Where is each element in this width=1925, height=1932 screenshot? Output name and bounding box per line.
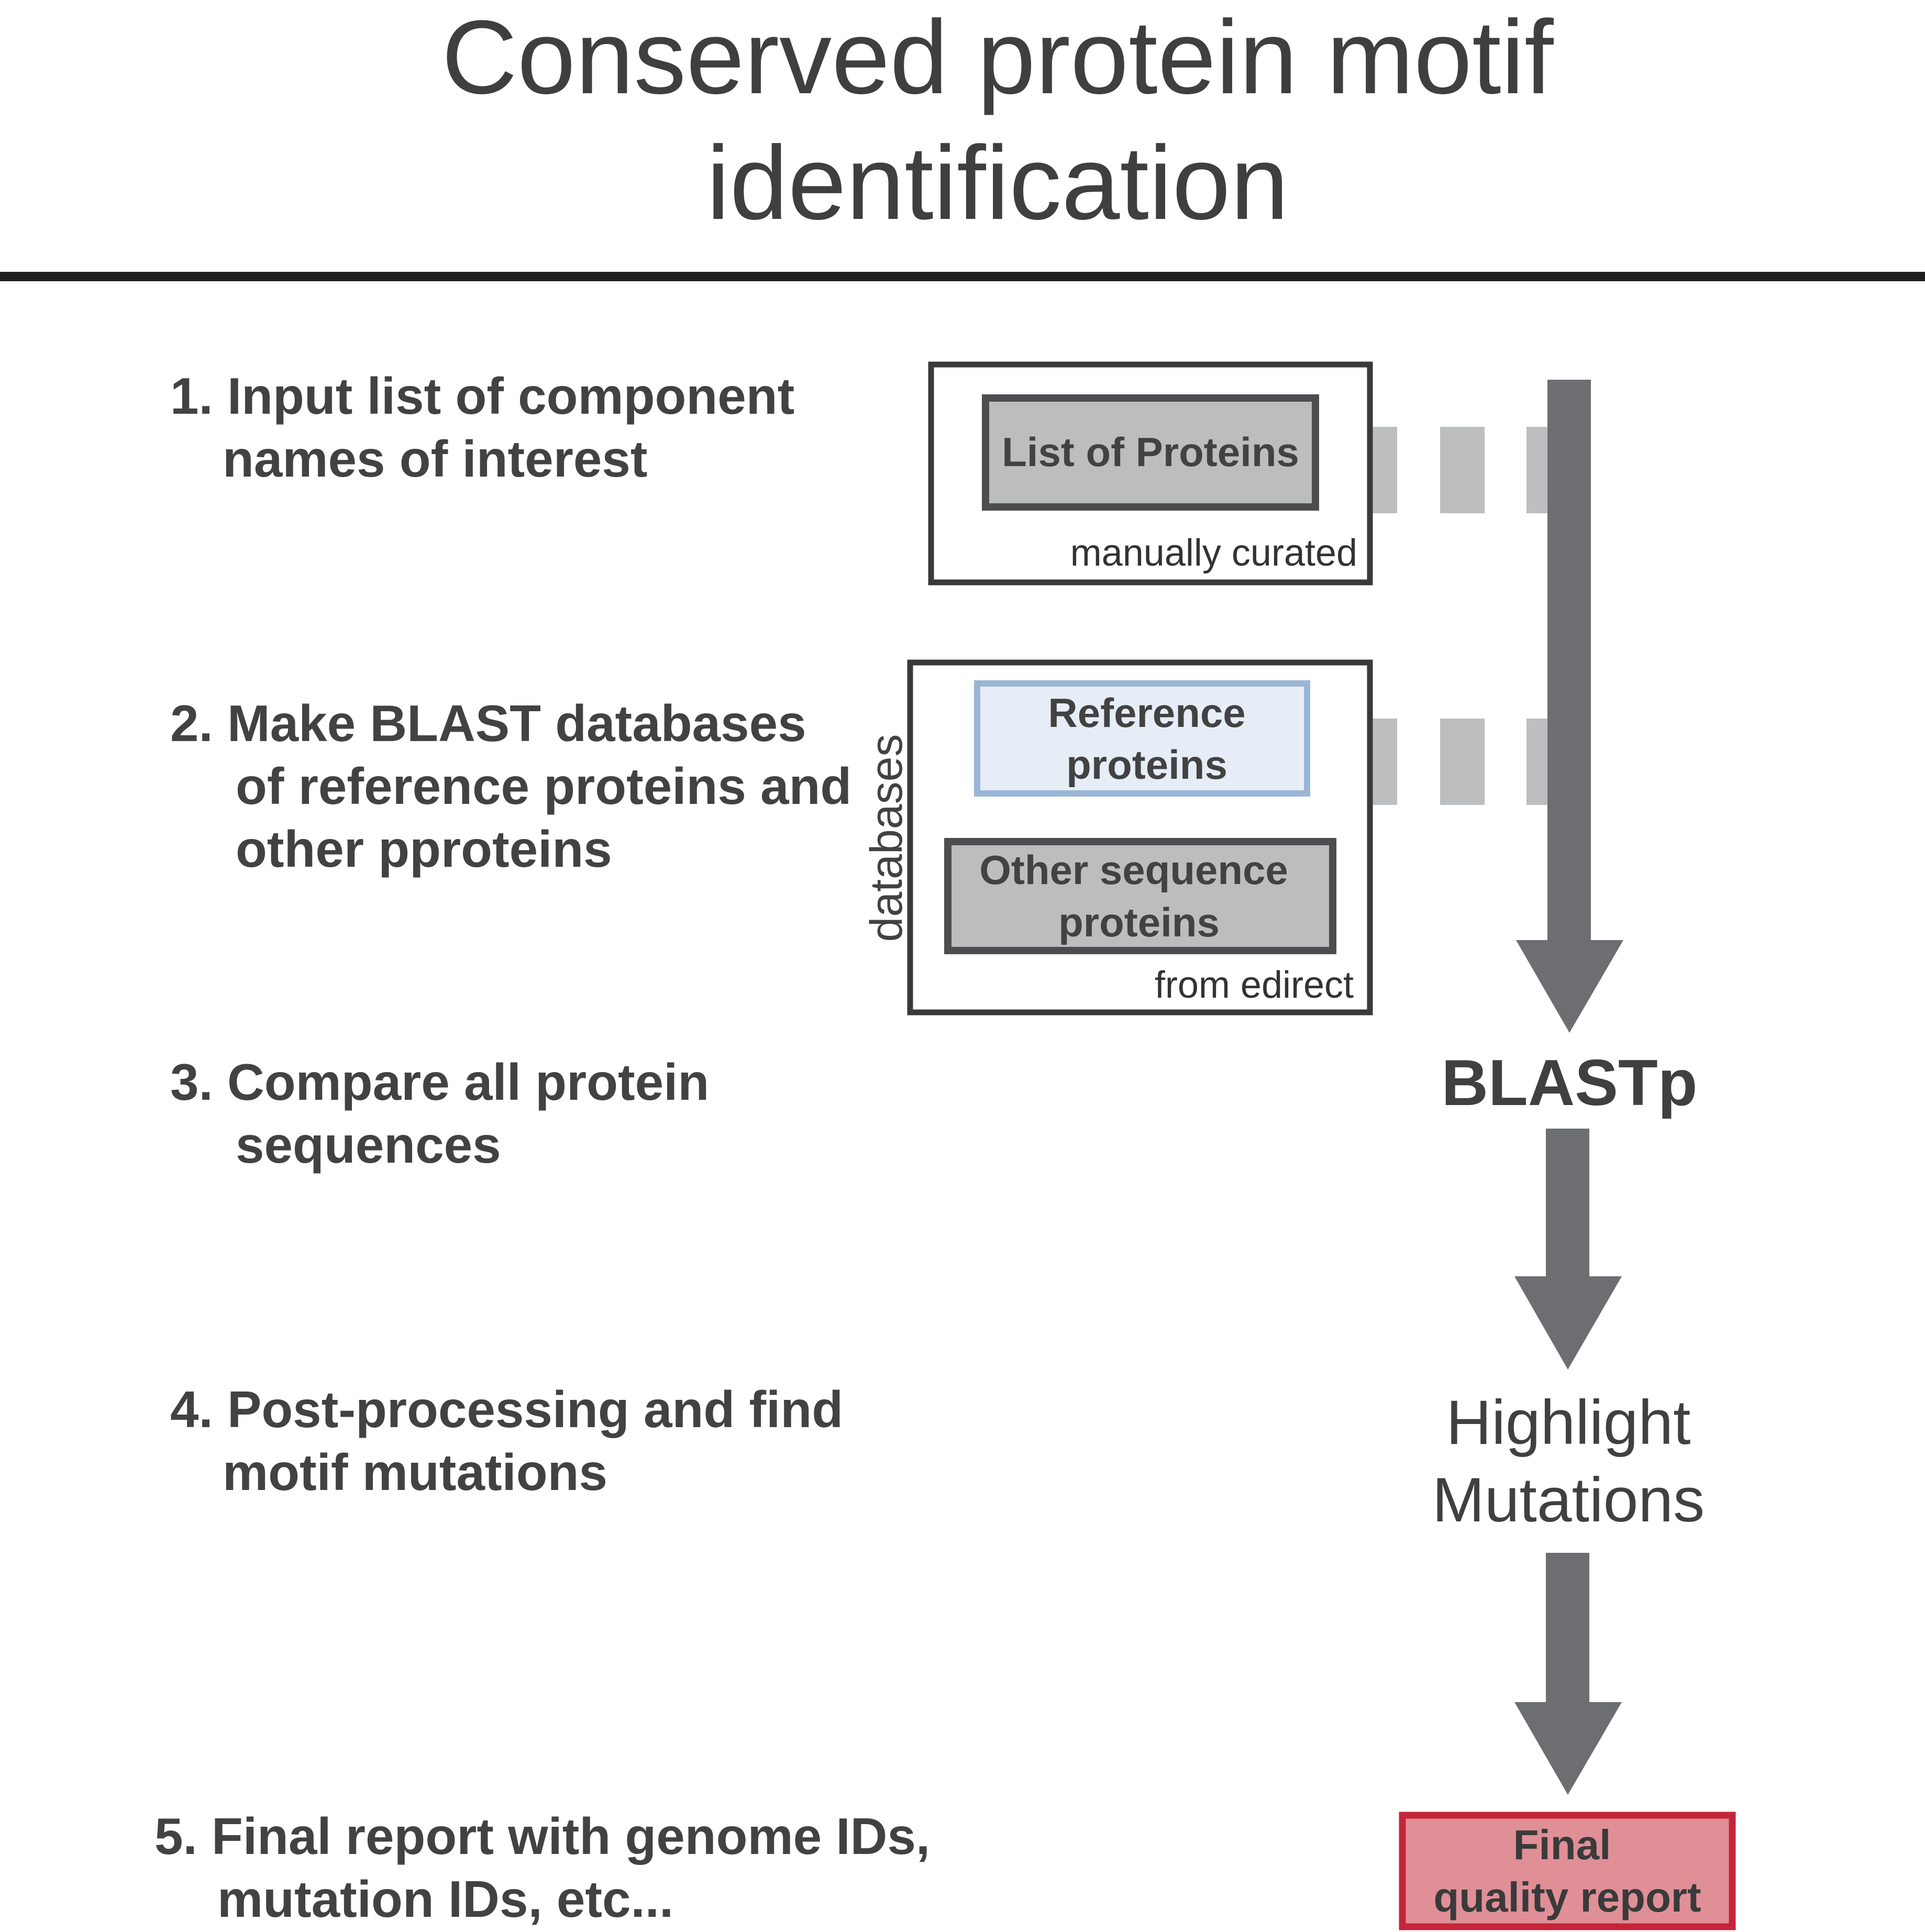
- step-3-line-1: 3. Compare all protein: [170, 1053, 709, 1111]
- step-2-line-1: 2. Make BLAST databases: [170, 694, 806, 752]
- highlight-mutations-line-2: Mutations: [1432, 1465, 1705, 1535]
- final-quality-report: Final quality report: [1399, 1812, 1736, 1930]
- arrow-highlight-to-report: [1514, 1553, 1622, 1795]
- dash-segment: [1371, 719, 1397, 805]
- step-4-line-2: motif mutations: [223, 1443, 607, 1501]
- dash-segment: [1371, 427, 1397, 513]
- input-group: List of Proteins manually curated: [928, 361, 1373, 586]
- step-1-line-1: 1. Input list of component: [170, 367, 794, 425]
- step-5-line-2: mutation IDs, etc...: [217, 1870, 673, 1928]
- main-arrow-head: [1516, 940, 1623, 1033]
- step-1-line-2: names of interest: [223, 430, 647, 488]
- other-sequence-proteins-line-1: Other sequence: [979, 847, 1288, 893]
- arrow-3-head: [1514, 1702, 1622, 1795]
- step-3: 3. Compare all protein sequences: [170, 1053, 709, 1174]
- step-4-line-1: 4. Post-processing and find: [170, 1381, 843, 1438]
- manually-curated-note: manually curated: [1070, 532, 1357, 574]
- main-arrow: [1516, 380, 1623, 1033]
- other-sequence-proteins-line-2: proteins: [1058, 899, 1220, 945]
- step-4: 4. Post-processing and find motif mutati…: [170, 1381, 843, 1501]
- dashed-connector-input: [1371, 427, 1568, 513]
- dash-segment: [1440, 427, 1485, 513]
- blastp-label: BLASTp: [1441, 1047, 1697, 1119]
- dash-segment: [1440, 719, 1485, 805]
- arrow-2-shaft: [1546, 1129, 1589, 1280]
- step-5-line-1: 5. Final report with genome IDs,: [154, 1807, 930, 1865]
- arrow-3-shaft: [1546, 1553, 1589, 1705]
- step-2: 2. Make BLAST databases of reference pro…: [170, 694, 851, 878]
- final-quality-report-box: [1399, 1812, 1736, 1930]
- title-divider: [0, 272, 1925, 281]
- final-quality-report-line-1: Final: [1513, 1821, 1611, 1868]
- other-sequence-proteins-box: [944, 838, 1336, 954]
- arrow-blast-to-highlight: [1514, 1129, 1622, 1370]
- step-2-line-2: of reference proteins and: [236, 757, 851, 815]
- title-line-1: Conserved protein motif: [441, 0, 1554, 116]
- final-quality-report-line-2: quality report: [1433, 1874, 1701, 1920]
- databases-side-label: databases: [861, 734, 912, 942]
- arrow-2-head: [1514, 1276, 1622, 1370]
- list-of-proteins-box: [982, 394, 1319, 511]
- main-arrow-shaft: [1547, 380, 1591, 945]
- reference-proteins-box: [974, 680, 1310, 797]
- step-3-line-2: sequences: [236, 1116, 501, 1174]
- dashed-connector-databases: [1371, 719, 1568, 805]
- title-line-2: identification: [706, 125, 1289, 241]
- database-group: databases Reference proteins Other seque…: [861, 659, 1373, 1015]
- list-of-proteins-label: List of Proteins: [1002, 429, 1299, 475]
- step-5: 5. Final report with genome IDs, mutatio…: [154, 1807, 930, 1928]
- from-edirect-note: from edirect: [1155, 964, 1354, 1006]
- reference-proteins-line-1: Reference: [1048, 690, 1245, 736]
- step-2-line-3: other pproteins: [236, 820, 612, 878]
- highlight-mutations-line-1: Highlight: [1446, 1387, 1691, 1458]
- reference-proteins-line-2: proteins: [1066, 742, 1227, 788]
- step-1: 1. Input list of component names of inte…: [170, 367, 794, 488]
